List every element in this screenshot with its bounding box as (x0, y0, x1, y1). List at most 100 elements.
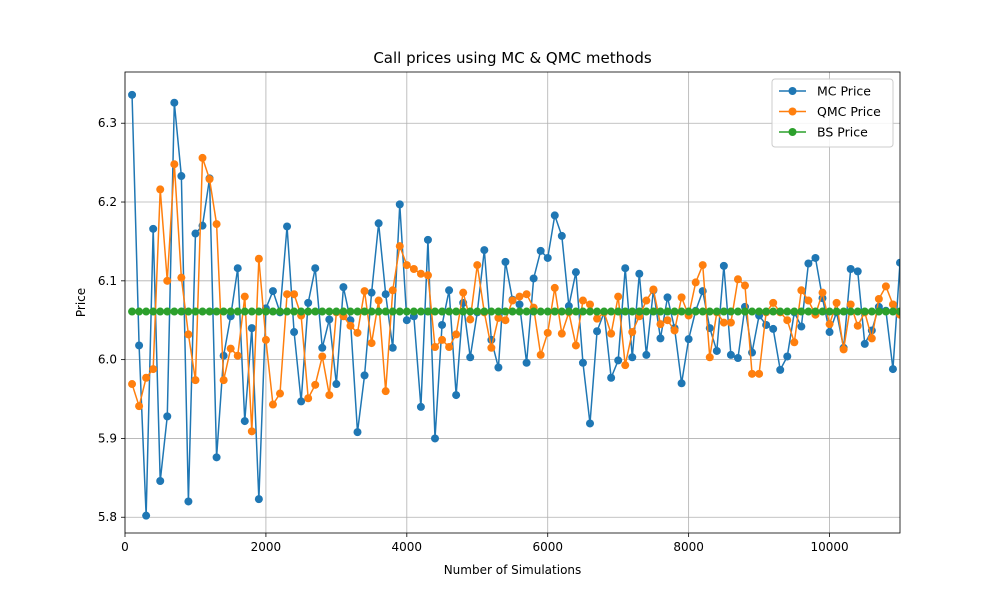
qmc-price-point (149, 365, 158, 374)
qmc-price-point (254, 254, 263, 263)
bs-price-point (593, 307, 602, 316)
bs-price-point (860, 307, 869, 316)
legend-bs-price-marker (788, 128, 797, 136)
mc-price-point (684, 335, 693, 344)
qmc-price-point (304, 394, 313, 403)
qmc-price-point (128, 380, 137, 389)
bs-price-point (564, 307, 573, 316)
qmc-price-point (748, 369, 757, 378)
bs-price-point (614, 307, 623, 316)
qmc-price-point (783, 316, 792, 325)
bs-price-series (128, 307, 900, 316)
mc-price-point (621, 264, 630, 273)
bs-price-point (586, 307, 594, 316)
bs-price-point (797, 307, 806, 316)
bs-price-point (726, 307, 735, 316)
axes-ticks: 0 2000 4000 6000 8000 10000 5.8 5.9 6.0 6.1 6.2 6.3 (98, 116, 849, 554)
mc-price-point (557, 231, 566, 240)
mc-price-point (431, 434, 439, 443)
mc-price-point (663, 293, 672, 302)
bs-price-point (769, 307, 778, 316)
mc-price-point (543, 253, 552, 262)
mc-price-point (480, 246, 489, 255)
qmc-price-series (128, 153, 900, 436)
mc-price-point (733, 354, 742, 363)
qmc-price-point (741, 281, 749, 290)
qmc-price-point (135, 402, 144, 411)
bs-price-point (205, 307, 214, 316)
bs-price-point (790, 307, 799, 316)
bs-price-point (156, 307, 165, 316)
mc-price-point (233, 264, 242, 273)
mc-price-point (515, 300, 524, 309)
bs-price-point (304, 307, 313, 316)
mc-price-point (586, 419, 594, 428)
mc-price-point (254, 495, 263, 504)
bs-price-point (283, 307, 292, 316)
mc-price-point (367, 288, 376, 297)
mc-price-point (846, 265, 855, 274)
mc-price-point (402, 316, 411, 325)
legend-bs-price-label: BS Price (817, 125, 868, 140)
qmc-price-point (853, 321, 862, 330)
y-tick-label: 5.9 (98, 431, 117, 445)
x-tick-label: 10000 (810, 540, 848, 554)
qmc-price-point (459, 288, 468, 297)
bs-price-point (656, 307, 665, 316)
qmc-price-point (557, 329, 566, 338)
qmc-price-point (268, 400, 277, 409)
bs-price-point (353, 307, 362, 316)
x-tick-label: 6000 (532, 540, 563, 554)
mc-price-point (564, 302, 573, 311)
mc-price-point (438, 320, 447, 329)
bs-price-point (804, 307, 813, 316)
qmc-price-point (508, 296, 517, 305)
qmc-price-point (846, 300, 855, 309)
bs-price-point (691, 307, 700, 316)
bs-price-point (325, 307, 334, 316)
bs-price-point (487, 307, 496, 316)
mc-price-point (247, 324, 256, 333)
mc-price-point (501, 257, 510, 266)
bs-price-point (466, 307, 475, 316)
bs-price-point (374, 307, 383, 316)
mc-price-point (318, 343, 327, 352)
qmc-price-point (163, 276, 172, 285)
legend-box (771, 78, 894, 148)
qmc-price-point (628, 328, 637, 337)
bs-price-point (762, 307, 771, 316)
legend-qmc-price-label: QMC Price (817, 104, 881, 119)
bs-price-point (233, 307, 242, 316)
qmc-price-point (247, 427, 256, 436)
bs-price-point (670, 307, 679, 316)
qmc-price-point (240, 292, 249, 301)
bs-price-point (142, 307, 151, 316)
qmc-price-point (325, 391, 334, 400)
mc-price-point (578, 358, 587, 367)
mc-price-point (290, 328, 299, 337)
qmc-price-point (233, 351, 242, 360)
qmc-price-point (367, 339, 376, 348)
x-tick-label: 8000 (673, 540, 704, 554)
legend-qmc-price-marker (788, 107, 797, 116)
qmc-price-point (423, 271, 432, 280)
bs-price-point (571, 307, 580, 316)
mc-price-point (853, 267, 862, 276)
bs-price-point (247, 307, 256, 316)
qmc-price-point (290, 290, 299, 299)
chart-title: Call prices using MC & QMC methods (373, 49, 652, 67)
bs-price-point (254, 307, 263, 316)
mc-price-point (719, 261, 728, 270)
qmc-price-point (360, 287, 369, 296)
qmc-price-point (156, 185, 165, 194)
mc-price-point (896, 258, 900, 267)
bs-price-point (741, 307, 749, 316)
mc-price-point (388, 343, 397, 352)
bs-price-point (388, 307, 397, 316)
qmc-price-point (395, 242, 404, 251)
mc-price-point (593, 327, 602, 336)
mc-price-point (783, 352, 792, 361)
qmc-price-point (881, 282, 890, 291)
qmc-price-point (593, 314, 602, 323)
qmc-price-point (184, 330, 193, 339)
